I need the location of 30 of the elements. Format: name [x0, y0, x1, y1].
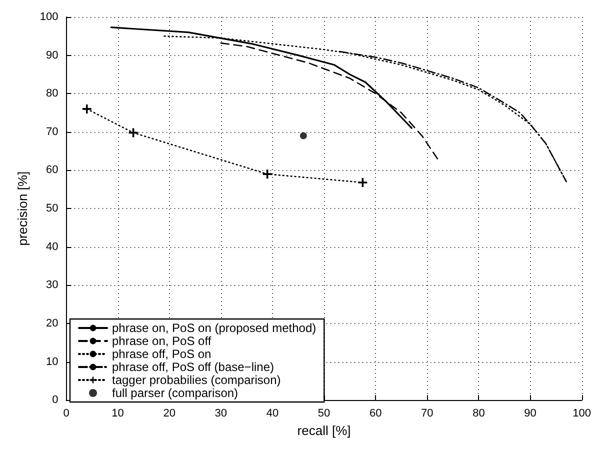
y-tick-label: 30 [46, 279, 58, 292]
x-tick-label: 0 [63, 408, 70, 420]
x-tick-label: 80 [472, 408, 485, 420]
x-tick-label: 30 [214, 408, 228, 420]
x-tick-label: 100 [572, 408, 592, 420]
x-tick-label: 40 [266, 408, 279, 420]
y-tick-label: 40 [46, 240, 58, 253]
y-tick-label: 70 [46, 126, 58, 138]
y-tick-label: 60 [46, 164, 58, 176]
x-tick-label: 70 [421, 408, 434, 420]
legend-label: phrase off, PoS off (base−line) [112, 360, 274, 374]
legend-label: tagger probabilies (comparison) [112, 373, 281, 387]
y-tick-label: 20 [46, 317, 58, 330]
legend-label: phrase on, PoS on (proposed method) [112, 321, 316, 335]
x-tick-label: 60 [369, 408, 382, 420]
y-axis-title: precision [%] [15, 171, 30, 246]
x-tick-label: 90 [524, 408, 536, 420]
x-tick-label: 50 [318, 408, 330, 420]
x-tick-label: 10 [112, 408, 124, 420]
legend-label: full parser (comparison) [112, 386, 238, 400]
y-tick-label: 100 [40, 11, 58, 23]
legend-label: phrase on, PoS off [112, 334, 212, 348]
legend-label: phrase off, PoS on [112, 347, 212, 361]
y-tick-label: 10 [46, 356, 58, 368]
x-tick-label: 20 [163, 408, 176, 420]
y-tick-label: 50 [46, 202, 58, 215]
y-tick-label: 0 [52, 394, 58, 406]
x-axis-title: recall [%] [297, 423, 351, 438]
y-tick-label: 80 [46, 88, 58, 100]
y-tick-label: 90 [46, 49, 58, 62]
